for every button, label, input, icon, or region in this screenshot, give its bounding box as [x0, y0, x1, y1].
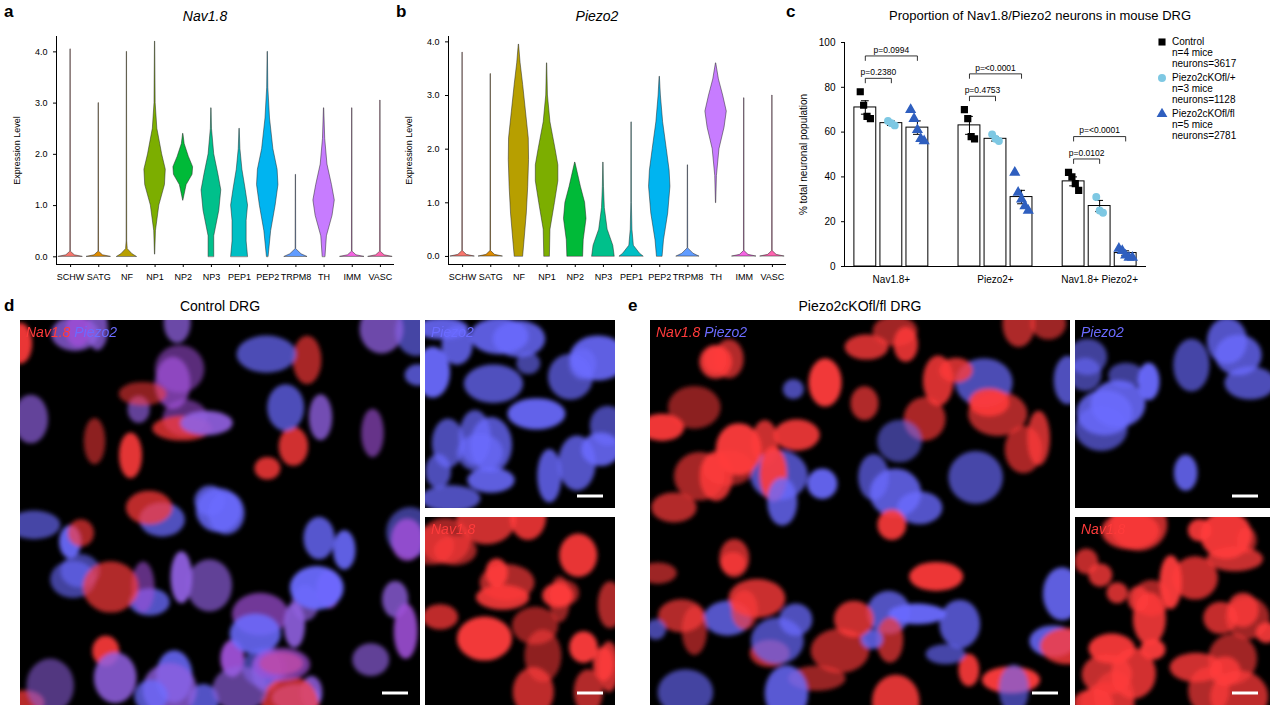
- svg-text:NF: NF: [121, 272, 133, 282]
- svg-text:% total neuronal population: % total neuronal population: [798, 94, 809, 215]
- svg-text:p=<0.0001: p=<0.0001: [975, 63, 1016, 73]
- svg-text:PEP2: PEP2: [256, 272, 279, 282]
- svg-text:NP3: NP3: [595, 272, 613, 282]
- svg-text:1.0: 1.0: [35, 200, 48, 210]
- svg-text:20: 20: [824, 216, 836, 227]
- svg-text:1.0: 1.0: [427, 198, 440, 208]
- html-text:b: b: [396, 2, 407, 21]
- svg-text:IMM: IMM: [736, 272, 754, 282]
- svg-text:p=0.0102: p=0.0102: [1069, 148, 1105, 158]
- svg-text:VASC: VASC: [760, 272, 784, 282]
- svg-text:PEP1: PEP1: [228, 272, 251, 282]
- svg-text:PEP2: PEP2: [648, 272, 671, 282]
- svg-text:NP3: NP3: [203, 272, 221, 282]
- html-text:Control DRG: Control DRG: [179, 298, 261, 314]
- svg-text:TRPM8: TRPM8: [281, 272, 312, 282]
- svg-text:Expression Level: Expression Level: [404, 116, 414, 185]
- svg-text:p=<0.0001: p=<0.0001: [1079, 125, 1120, 135]
- svg-text:60: 60: [824, 126, 836, 137]
- html-text:Piezo2cKOfl/fl: Piezo2cKOfl/fl: [1172, 108, 1235, 119]
- html-text:neurons=3617: neurons=3617: [1172, 58, 1237, 69]
- svg-text:NP2: NP2: [566, 272, 584, 282]
- svg-text:Piezo2+: Piezo2+: [977, 274, 1014, 285]
- svg-text:p=0.2380: p=0.2380: [860, 67, 896, 77]
- html-text:Control: Control: [1172, 36, 1205, 47]
- svg-text:NP2: NP2: [174, 272, 192, 282]
- html-text:Nav1.8: Nav1.8: [182, 8, 228, 24]
- svg-text:VASC: VASC: [368, 272, 392, 282]
- svg-text:Expression Level: Expression Level: [12, 116, 22, 185]
- html-text:Piezo2cKOfl/+: Piezo2cKOfl/+: [1172, 72, 1236, 83]
- svg-text:3.0: 3.0: [35, 98, 48, 108]
- svg-text:4.0: 4.0: [35, 47, 48, 57]
- html-text:n=3 mice: n=3 mice: [1172, 83, 1213, 94]
- svg-text:0: 0: [830, 261, 836, 272]
- svg-text:IMM: IMM: [344, 272, 362, 282]
- svg-text:TH: TH: [318, 272, 330, 282]
- svg-text:Nav1.8+ Piezo2+: Nav1.8+ Piezo2+: [1061, 274, 1138, 285]
- svg-text:40: 40: [824, 171, 836, 182]
- html-text:neurons=1128: neurons=1128: [1172, 94, 1236, 105]
- svg-text:Nav1.8 Piezo2: Nav1.8 Piezo2: [26, 324, 117, 340]
- svg-text:2.0: 2.0: [35, 149, 48, 159]
- html-text:c: c: [786, 2, 796, 21]
- svg-text:p=0.4753: p=0.4753: [965, 85, 1001, 95]
- svg-text:3.0: 3.0: [427, 90, 440, 100]
- html-text:Piezo2cKOfl/fl DRG: Piezo2cKOfl/fl DRG: [798, 298, 922, 314]
- svg-text:NP1: NP1: [538, 272, 556, 282]
- svg-text:SATG: SATG: [479, 272, 503, 282]
- html-text:a: a: [4, 2, 14, 21]
- svg-text:SCHW: SCHW: [449, 272, 477, 282]
- html-text:Piezo2: Piezo2: [575, 8, 619, 24]
- html-text:neurons=2781: neurons=2781: [1172, 130, 1237, 141]
- svg-text:SATG: SATG: [87, 272, 111, 282]
- svg-text:100: 100: [819, 37, 836, 48]
- html-text:n=5 mice: n=5 mice: [1172, 119, 1213, 130]
- svg-text:PEP1: PEP1: [620, 272, 643, 282]
- svg-text:p=0.0994: p=0.0994: [874, 45, 910, 55]
- svg-text:TRPM8: TRPM8: [673, 272, 704, 282]
- svg-text:Nav1.8: Nav1.8: [1081, 521, 1126, 537]
- svg-text:Nav1.8+: Nav1.8+: [873, 274, 911, 285]
- html-text:Proportion of Nav1.8/Piezo2 ne: Proportion of Nav1.8/Piezo2 neurons in m…: [889, 8, 1191, 23]
- svg-text:0.0: 0.0: [427, 251, 440, 261]
- html-text:d: d: [4, 296, 15, 315]
- svg-text:Nav1.8: Nav1.8: [431, 521, 476, 537]
- svg-text:0.0: 0.0: [35, 252, 48, 262]
- svg-text:TH: TH: [710, 272, 722, 282]
- svg-text:80: 80: [824, 82, 836, 93]
- html-text:e: e: [628, 296, 638, 315]
- svg-text:NP1: NP1: [146, 272, 164, 282]
- svg-text:Piezo2: Piezo2: [1081, 324, 1124, 340]
- html-text:n=4 mice: n=4 mice: [1172, 47, 1213, 58]
- svg-text:SCHW: SCHW: [57, 272, 85, 282]
- svg-text:NF: NF: [513, 272, 525, 282]
- svg-text:Piezo2: Piezo2: [431, 324, 474, 340]
- svg-text:4.0: 4.0: [427, 37, 440, 47]
- svg-text:Nav1.8 Piezo2: Nav1.8 Piezo2: [656, 324, 747, 340]
- svg-text:2.0: 2.0: [427, 144, 440, 154]
